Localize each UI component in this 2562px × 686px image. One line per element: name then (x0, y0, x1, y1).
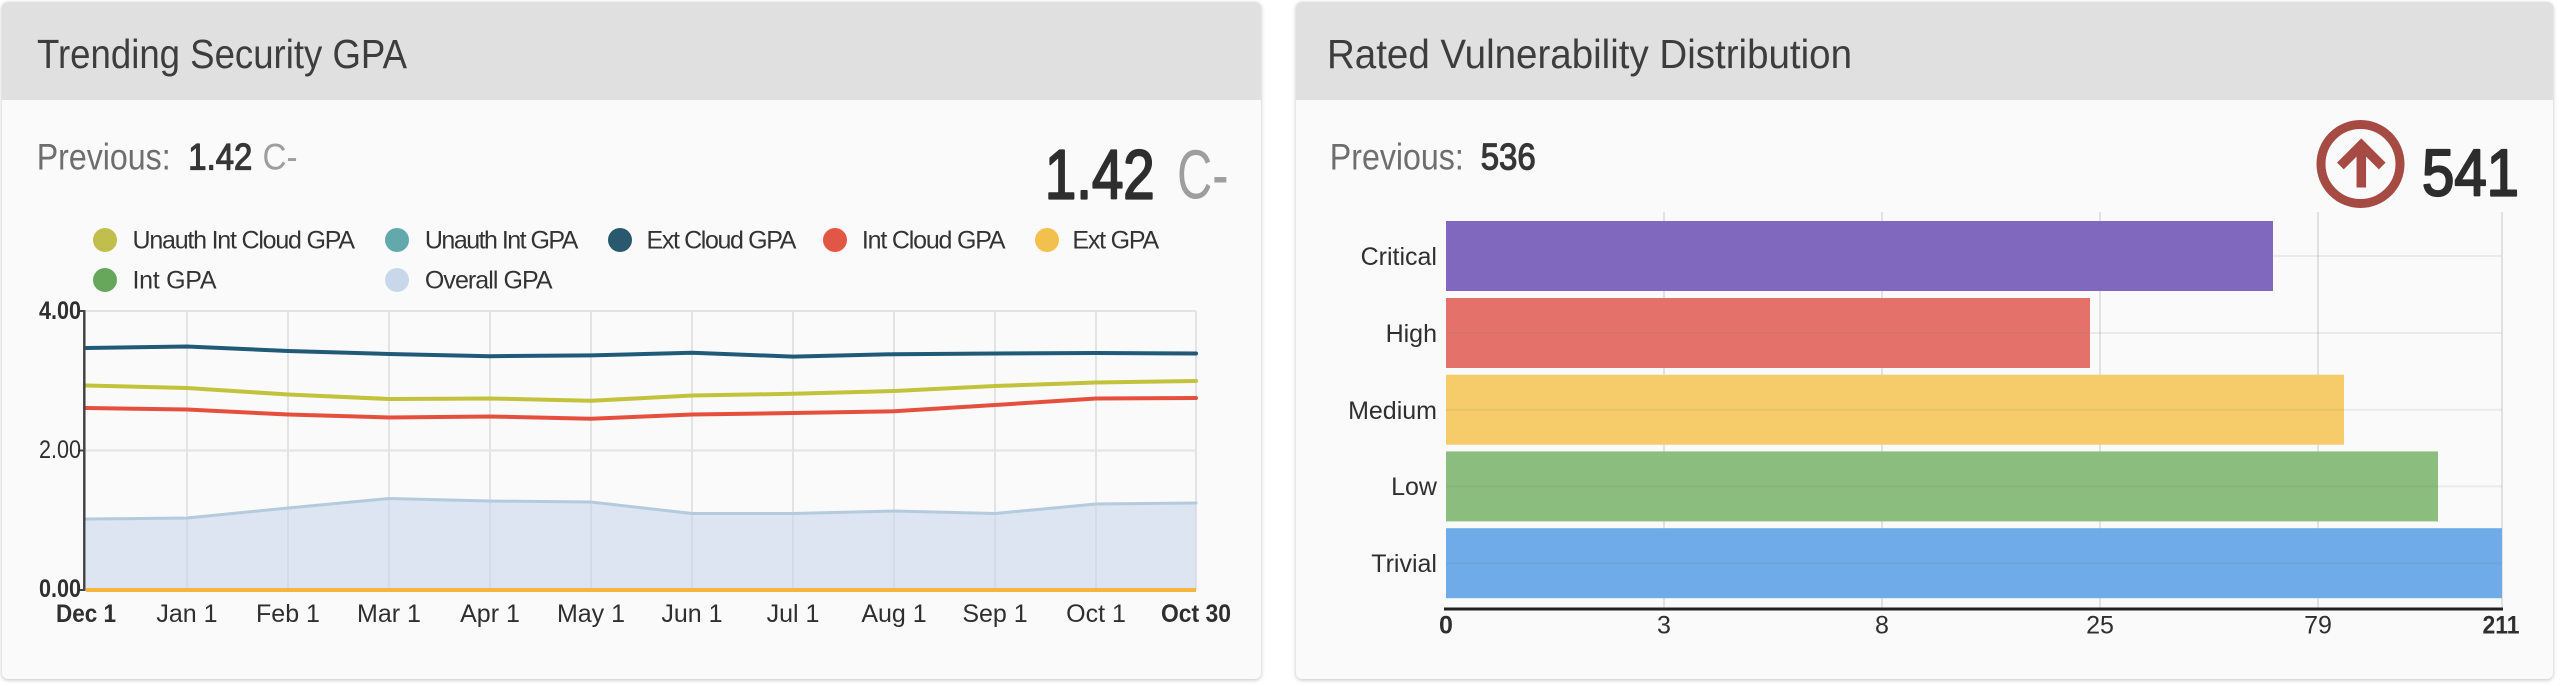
svg-text:0.00: 0.00 (39, 575, 81, 603)
svg-text:Rated Vulnerability Distributi: Rated Vulnerability Distribution (1327, 31, 1852, 77)
svg-text:Int GPA: Int GPA (133, 267, 217, 295)
svg-text:Mar 1: Mar 1 (357, 600, 421, 628)
svg-text:3: 3 (1657, 612, 1671, 640)
svg-text:211: 211 (2483, 612, 2520, 640)
svg-text:Jun 1: Jun 1 (661, 600, 722, 628)
svg-text:1.42: 1.42 (188, 137, 252, 178)
svg-text:Ext Cloud GPA: Ext Cloud GPA (647, 227, 797, 255)
svg-text:Previous:: Previous: (37, 137, 171, 178)
svg-text:C-: C- (263, 137, 298, 178)
svg-text:0: 0 (1439, 612, 1453, 640)
svg-text:1.42: 1.42 (1045, 136, 1155, 214)
svg-text:Oct 1: Oct 1 (1066, 600, 1126, 628)
svg-text:Previous:: Previous: (1330, 137, 1464, 178)
svg-text:Int Cloud GPA: Int Cloud GPA (862, 227, 1006, 255)
svg-text:Low: Low (1391, 473, 1438, 501)
svg-text:May 1: May 1 (557, 600, 625, 628)
svg-text:79: 79 (2304, 612, 2332, 640)
svg-text:High: High (1386, 320, 1437, 348)
svg-text:Unauth Int GPA: Unauth Int GPA (425, 227, 579, 255)
svg-text:Medium: Medium (1348, 397, 1437, 425)
svg-text:C-: C- (1177, 136, 1229, 214)
svg-text:Sep 1: Sep 1 (962, 600, 1027, 628)
svg-text:Overall GPA: Overall GPA (425, 267, 553, 295)
svg-text:Trending Security GPA: Trending Security GPA (37, 31, 408, 77)
svg-text:536: 536 (1481, 137, 1536, 178)
svg-text:Jan 1: Jan 1 (156, 600, 217, 628)
svg-text:Oct 30: Oct 30 (1161, 600, 1231, 628)
svg-text:Jul 1: Jul 1 (767, 600, 820, 628)
svg-text:Ext GPA: Ext GPA (1072, 227, 1159, 255)
svg-text:25: 25 (2086, 612, 2114, 640)
svg-text:8: 8 (1875, 612, 1889, 640)
svg-text:541: 541 (2422, 136, 2519, 210)
svg-text:Aug 1: Aug 1 (861, 600, 926, 628)
svg-text:2.00: 2.00 (39, 436, 81, 464)
svg-text:4.00: 4.00 (39, 297, 81, 325)
svg-text:Apr 1: Apr 1 (460, 600, 520, 628)
svg-text:Trivial: Trivial (1371, 550, 1437, 578)
svg-text:Unauth Int Cloud GPA: Unauth Int Cloud GPA (133, 227, 356, 255)
svg-text:Dec 1: Dec 1 (56, 600, 116, 628)
svg-text:Feb 1: Feb 1 (256, 600, 320, 628)
svg-text:Critical: Critical (1361, 243, 1437, 271)
